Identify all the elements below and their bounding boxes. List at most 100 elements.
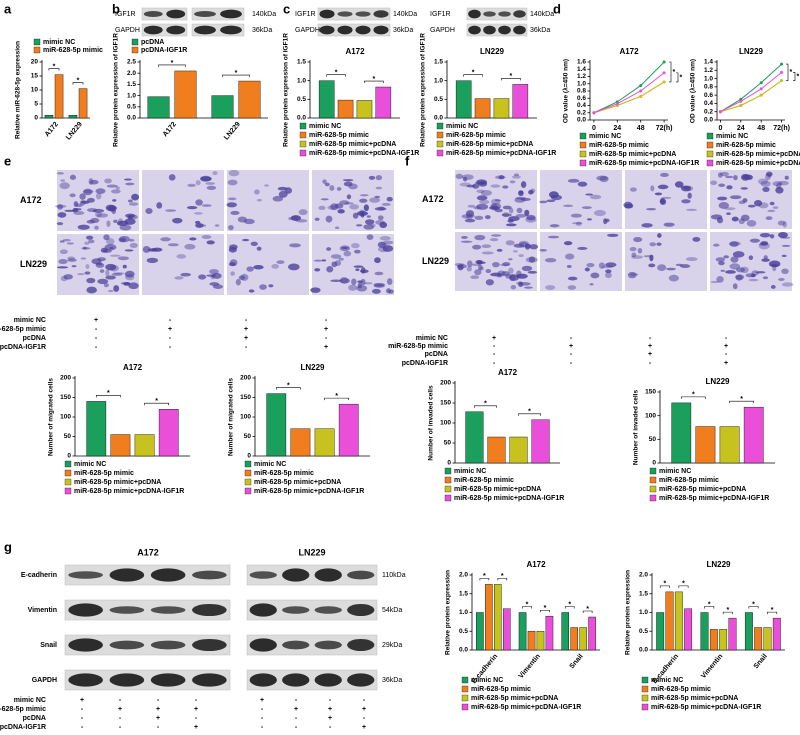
y-tick-label: 200 (60, 375, 71, 382)
blot-band (109, 568, 145, 582)
cell-stain (115, 186, 120, 190)
condition-sign: + (194, 724, 198, 731)
blot-band (109, 673, 145, 687)
legend-swatch (64, 469, 72, 477)
y-tick-label: 0 (447, 460, 451, 467)
significance-label: * (373, 76, 376, 83)
blot-band (150, 568, 186, 582)
x-tick-label: 48 (637, 125, 645, 132)
cell-stain (374, 207, 387, 211)
cell-stain (57, 204, 64, 210)
cell-stain (577, 246, 588, 251)
cell-stain (637, 247, 643, 254)
y-tick-label: 0.0 (639, 647, 648, 654)
y-tick-label: 1.0 (127, 92, 136, 99)
legend-swatch (461, 685, 469, 693)
cell-stain (528, 190, 534, 195)
line (593, 72, 665, 114)
x-tick-label: Vimentin (700, 653, 724, 680)
blot-band (337, 11, 353, 17)
cell-stain (228, 197, 237, 201)
significance-label: * (568, 601, 571, 608)
condition-sign: - (570, 335, 573, 342)
blot-size-label: 140kDa (252, 11, 276, 18)
significance-label: * (335, 70, 338, 77)
condition-label: miR-628-5p mimic (0, 706, 46, 713)
cell-stain (657, 264, 667, 272)
cell-stain (567, 285, 577, 290)
cell-stain (242, 238, 250, 242)
condition-sign: - (295, 715, 298, 722)
cell-stain (79, 193, 86, 200)
bar (684, 608, 693, 651)
cell-stain (479, 199, 490, 205)
bar (656, 612, 665, 651)
blot-row-label: GAPDH (115, 27, 140, 34)
chart-title: LN229 (480, 47, 505, 56)
cell-stain (334, 203, 344, 209)
cell-stain (381, 202, 391, 206)
bar (570, 627, 578, 651)
y-tick-label: 2.0 (459, 572, 468, 579)
cell-stain (360, 267, 366, 274)
bar (509, 436, 528, 464)
significance-bracket (474, 405, 497, 408)
cell-stain (56, 222, 64, 226)
significance-bracket (676, 72, 679, 83)
bar (674, 591, 683, 651)
condition-sign: - (325, 335, 328, 342)
y-axis-label: Relative protein expression (445, 570, 452, 655)
condition-sign: - (725, 351, 728, 358)
cell-stain (539, 200, 548, 204)
bar (494, 584, 502, 651)
bar (266, 393, 287, 457)
cell-stain (456, 264, 467, 269)
blot-strip (246, 669, 378, 691)
cell-stain (339, 200, 350, 205)
legend-swatch (461, 703, 469, 711)
cell-stain (327, 205, 336, 210)
significance-bracket (324, 397, 350, 401)
cell-stain (59, 240, 65, 243)
cell-stain (205, 182, 216, 185)
y-axis-label: Number of migrated cells (228, 378, 235, 456)
cell-stain (748, 255, 754, 261)
x-tick-label: 0 (592, 125, 596, 132)
cell-stain (681, 199, 691, 204)
blot-strip (64, 599, 231, 621)
cell-stain (494, 199, 501, 202)
blot-band (483, 25, 496, 35)
legend-swatch (641, 676, 649, 684)
significance-label: * (771, 607, 774, 614)
significance-label: * (77, 77, 80, 84)
cell-stain (692, 237, 701, 242)
condition-sign: + (194, 706, 198, 713)
legend-swatch (444, 467, 452, 475)
significance-bracket (669, 61, 672, 83)
cell-stain (125, 182, 135, 186)
cell-stain (772, 206, 779, 210)
chart-title: LN229 (705, 377, 730, 386)
cell-stain (228, 169, 240, 177)
blot-band (68, 603, 103, 617)
cell-stain (490, 184, 501, 188)
legend-label: miR-628-5p mimic+pcDNA-IGF1R (74, 488, 184, 495)
point (739, 99, 743, 103)
y-tick-label: 1.4 (577, 66, 586, 73)
condition-sign: - (95, 335, 98, 342)
cell-stain (80, 257, 87, 260)
significance-bracket (722, 611, 733, 615)
cell-stain (710, 180, 718, 185)
cell-stain (198, 274, 207, 280)
cell-stain (509, 274, 516, 282)
cell-stain (605, 262, 617, 268)
cell-stain (86, 197, 95, 203)
cell-stain (590, 272, 600, 279)
legend-swatch (299, 140, 307, 148)
cell-stain (386, 196, 393, 202)
cell-stain (713, 243, 720, 247)
cell-stain (352, 212, 359, 219)
panel-letter: b (112, 1, 120, 16)
y-axis-label: Number of invaded cells (428, 385, 435, 461)
